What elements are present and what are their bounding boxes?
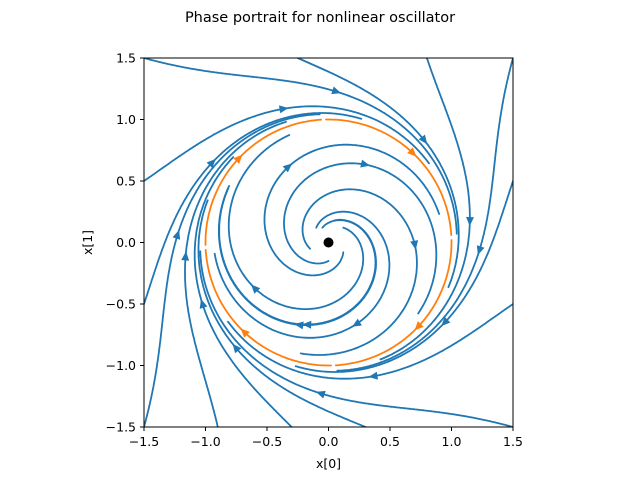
y-tick-label: 0.0 <box>116 235 136 250</box>
streamline-arrow <box>232 343 242 354</box>
streamline-arrow <box>476 245 485 256</box>
limit-cycle <box>204 118 453 367</box>
streamline-arrow <box>441 316 451 327</box>
streamline-arrow <box>414 321 424 331</box>
streamline <box>144 58 458 235</box>
x-tick-label: −1.5 <box>129 434 159 449</box>
streamline-arrow <box>279 105 289 114</box>
streamline <box>199 250 513 427</box>
streamline-arrow <box>466 216 475 227</box>
y-tick-label: 1.0 <box>116 112 136 127</box>
streamline-arrow <box>282 163 293 173</box>
streamline-arrow <box>360 159 370 168</box>
y-tick-label: −1.5 <box>106 420 136 435</box>
streamline-arrow <box>368 371 378 380</box>
y-axis-label: x[1] <box>80 230 95 255</box>
streamline <box>197 199 367 427</box>
x-tick-label: 0.0 <box>319 434 339 449</box>
streamline <box>296 58 460 288</box>
streamline-arrow <box>206 158 216 169</box>
y-axis-ticks: −1.5 −1.0 −0.5 0.0 0.5 1.0 1.5 <box>106 51 144 435</box>
streamline-arrow <box>199 299 208 309</box>
streamline-arrow <box>418 134 428 145</box>
streamline-arrow <box>315 390 326 399</box>
streamline-arrow <box>410 240 419 250</box>
streamline <box>336 58 513 372</box>
y-tick-label: 1.5 <box>116 51 136 66</box>
streamline-arrow <box>233 154 243 164</box>
limit-cycle-arc <box>325 118 453 236</box>
x-tick-label: 0.5 <box>380 434 400 449</box>
x-tick-label: 1.0 <box>442 434 462 449</box>
streamline-arrow <box>352 318 362 327</box>
limit-cycle-arc <box>335 239 453 367</box>
x-axis-ticks: −1.5 −1.0 −0.5 0.0 0.5 1.0 1.5 <box>129 427 523 449</box>
streamline-arrow <box>181 251 190 261</box>
streamline <box>144 112 363 305</box>
y-tick-label: 0.5 <box>116 174 136 189</box>
x-tick-label: −0.5 <box>252 434 282 449</box>
streamlines <box>144 58 513 427</box>
streamline-arrow <box>331 86 342 95</box>
limit-cycle-arc <box>204 118 322 246</box>
streamline-arrow <box>407 147 417 157</box>
x-tick-label: −1.0 <box>190 434 220 449</box>
streamline-arrow <box>251 284 261 294</box>
y-tick-label: −1.0 <box>106 358 136 373</box>
streamline-arrow <box>294 321 304 330</box>
streamline-arrow <box>172 229 181 240</box>
y-tick-label: −0.5 <box>106 297 136 312</box>
x-tick-label: 1.5 <box>503 434 523 449</box>
chart-title: Phase portrait for nonlinear oscillator <box>185 10 455 26</box>
streamline <box>294 180 513 373</box>
equilibrium-point <box>323 237 334 248</box>
limit-cycle-arc <box>204 249 332 367</box>
streamline <box>193 156 293 427</box>
plot-area <box>144 58 513 427</box>
x-axis-label: x[0] <box>316 456 341 471</box>
streamline-arrow <box>240 328 250 338</box>
